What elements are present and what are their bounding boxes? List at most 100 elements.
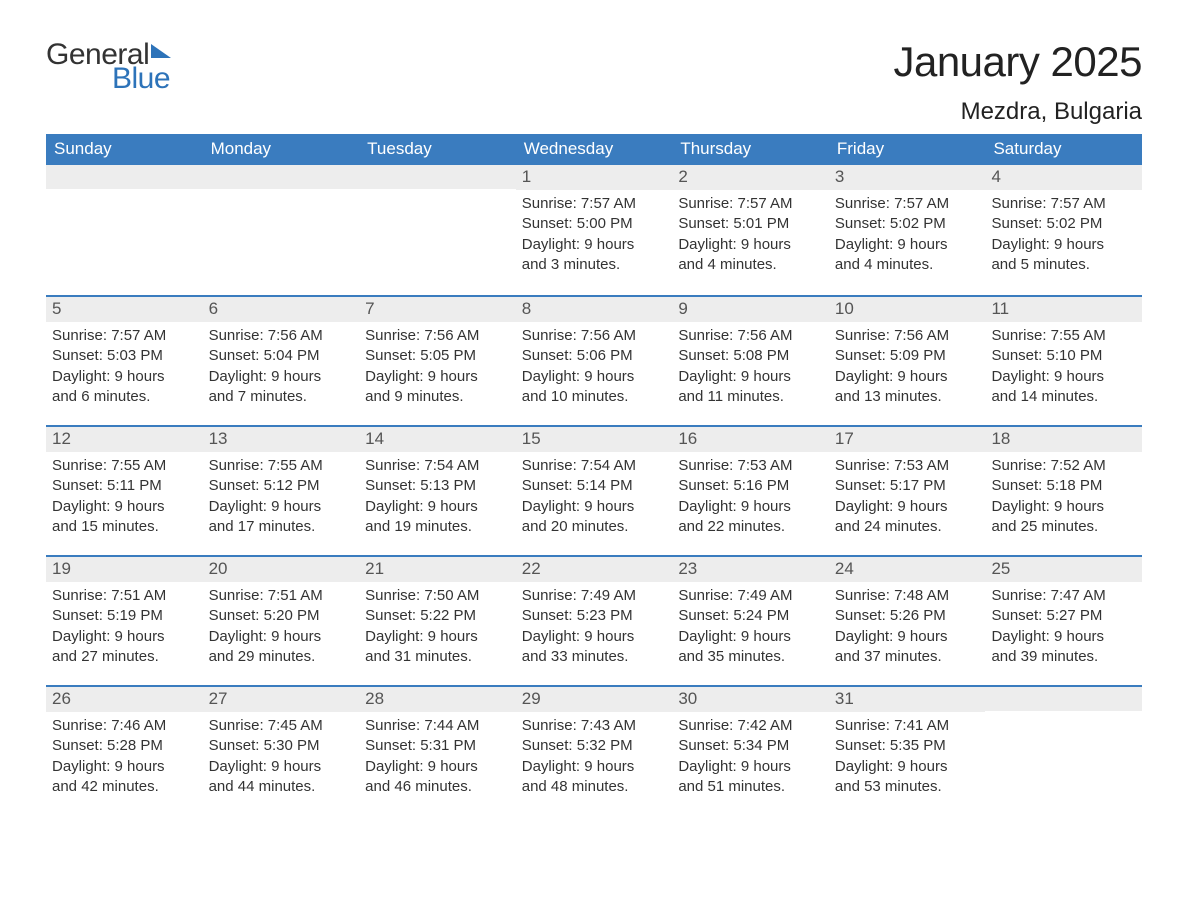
daylight1-line: Daylight: 9 hours	[991, 627, 1136, 647]
sunrise-line: Sunrise: 7:56 AM	[678, 326, 823, 346]
daylight2-line: and 48 minutes.	[522, 777, 667, 797]
logo-text-blue: Blue	[112, 62, 171, 96]
day-cell: 3Sunrise: 7:57 AMSunset: 5:02 PMDaylight…	[829, 165, 986, 295]
day-cell: 4Sunrise: 7:57 AMSunset: 5:02 PMDaylight…	[985, 165, 1142, 295]
sunset-line: Sunset: 5:26 PM	[835, 606, 980, 626]
sunset-line: Sunset: 5:11 PM	[52, 476, 197, 496]
daylight2-line: and 51 minutes.	[678, 777, 823, 797]
week-row: 12Sunrise: 7:55 AMSunset: 5:11 PMDayligh…	[46, 425, 1142, 555]
daylight1-line: Daylight: 9 hours	[209, 627, 354, 647]
sunset-line: Sunset: 5:17 PM	[835, 476, 980, 496]
weekday-header: Wednesday	[516, 134, 673, 165]
sunset-line: Sunset: 5:08 PM	[678, 346, 823, 366]
sunrise-line: Sunrise: 7:52 AM	[991, 456, 1136, 476]
daylight2-line: and 27 minutes.	[52, 647, 197, 667]
day-cell	[46, 165, 203, 295]
sunset-line: Sunset: 5:27 PM	[991, 606, 1136, 626]
day-body: Sunrise: 7:56 AMSunset: 5:04 PMDaylight:…	[203, 322, 360, 417]
day-number: 14	[359, 427, 516, 452]
weekday-header-row: Sunday Monday Tuesday Wednesday Thursday…	[46, 134, 1142, 165]
day-cell: 27Sunrise: 7:45 AMSunset: 5:30 PMDayligh…	[203, 687, 360, 815]
day-body: Sunrise: 7:44 AMSunset: 5:31 PMDaylight:…	[359, 712, 516, 807]
day-body: Sunrise: 7:46 AMSunset: 5:28 PMDaylight:…	[46, 712, 203, 807]
sunset-line: Sunset: 5:05 PM	[365, 346, 510, 366]
day-body: Sunrise: 7:54 AMSunset: 5:14 PMDaylight:…	[516, 452, 673, 547]
daylight2-line: and 22 minutes.	[678, 517, 823, 537]
daylight2-line: and 19 minutes.	[365, 517, 510, 537]
daylight2-line: and 4 minutes.	[835, 255, 980, 275]
day-cell: 28Sunrise: 7:44 AMSunset: 5:31 PMDayligh…	[359, 687, 516, 815]
day-body: Sunrise: 7:51 AMSunset: 5:20 PMDaylight:…	[203, 582, 360, 677]
sunrise-line: Sunrise: 7:57 AM	[52, 326, 197, 346]
day-cell	[203, 165, 360, 295]
daylight1-line: Daylight: 9 hours	[991, 497, 1136, 517]
daylight1-line: Daylight: 9 hours	[522, 497, 667, 517]
day-cell: 1Sunrise: 7:57 AMSunset: 5:00 PMDaylight…	[516, 165, 673, 295]
sunset-line: Sunset: 5:02 PM	[991, 214, 1136, 234]
sunrise-line: Sunrise: 7:55 AM	[209, 456, 354, 476]
sunset-line: Sunset: 5:04 PM	[209, 346, 354, 366]
daylight1-line: Daylight: 9 hours	[52, 497, 197, 517]
location-label: Mezdra, Bulgaria	[893, 98, 1142, 126]
sunset-line: Sunset: 5:18 PM	[991, 476, 1136, 496]
daylight1-line: Daylight: 9 hours	[522, 627, 667, 647]
day-body: Sunrise: 7:57 AMSunset: 5:01 PMDaylight:…	[672, 190, 829, 285]
daylight1-line: Daylight: 9 hours	[991, 235, 1136, 255]
day-number: 17	[829, 427, 986, 452]
day-number: 4	[985, 165, 1142, 190]
day-cell: 18Sunrise: 7:52 AMSunset: 5:18 PMDayligh…	[985, 427, 1142, 555]
daylight1-line: Daylight: 9 hours	[678, 757, 823, 777]
daylight2-line: and 46 minutes.	[365, 777, 510, 797]
day-number: 30	[672, 687, 829, 712]
daylight2-line: and 25 minutes.	[991, 517, 1136, 537]
sunset-line: Sunset: 5:09 PM	[835, 346, 980, 366]
day-body: Sunrise: 7:55 AMSunset: 5:12 PMDaylight:…	[203, 452, 360, 547]
daylight1-line: Daylight: 9 hours	[678, 367, 823, 387]
day-body: Sunrise: 7:48 AMSunset: 5:26 PMDaylight:…	[829, 582, 986, 677]
day-cell: 2Sunrise: 7:57 AMSunset: 5:01 PMDaylight…	[672, 165, 829, 295]
title-block: January 2025 Mezdra, Bulgaria	[893, 38, 1142, 126]
day-cell: 26Sunrise: 7:46 AMSunset: 5:28 PMDayligh…	[46, 687, 203, 815]
day-cell: 10Sunrise: 7:56 AMSunset: 5:09 PMDayligh…	[829, 297, 986, 425]
page-header: General Blue January 2025 Mezdra, Bulgar…	[46, 38, 1142, 126]
daylight1-line: Daylight: 9 hours	[365, 757, 510, 777]
daylight1-line: Daylight: 9 hours	[678, 497, 823, 517]
sunset-line: Sunset: 5:31 PM	[365, 736, 510, 756]
sunrise-line: Sunrise: 7:51 AM	[209, 586, 354, 606]
day-cell: 6Sunrise: 7:56 AMSunset: 5:04 PMDaylight…	[203, 297, 360, 425]
sunrise-line: Sunrise: 7:49 AM	[678, 586, 823, 606]
day-body: Sunrise: 7:56 AMSunset: 5:08 PMDaylight:…	[672, 322, 829, 417]
day-cell	[359, 165, 516, 295]
daylight2-line: and 37 minutes.	[835, 647, 980, 667]
day-cell: 11Sunrise: 7:55 AMSunset: 5:10 PMDayligh…	[985, 297, 1142, 425]
day-number: 16	[672, 427, 829, 452]
day-number: 7	[359, 297, 516, 322]
day-body: Sunrise: 7:47 AMSunset: 5:27 PMDaylight:…	[985, 582, 1142, 677]
sunset-line: Sunset: 5:24 PM	[678, 606, 823, 626]
sunrise-line: Sunrise: 7:56 AM	[835, 326, 980, 346]
daylight1-line: Daylight: 9 hours	[209, 757, 354, 777]
daylight2-line: and 31 minutes.	[365, 647, 510, 667]
sunrise-line: Sunrise: 7:46 AM	[52, 716, 197, 736]
day-number: 21	[359, 557, 516, 582]
day-body: Sunrise: 7:57 AMSunset: 5:03 PMDaylight:…	[46, 322, 203, 417]
daylight2-line: and 4 minutes.	[678, 255, 823, 275]
daylight1-line: Daylight: 9 hours	[52, 757, 197, 777]
day-body: Sunrise: 7:55 AMSunset: 5:11 PMDaylight:…	[46, 452, 203, 547]
day-cell: 17Sunrise: 7:53 AMSunset: 5:17 PMDayligh…	[829, 427, 986, 555]
day-number: 6	[203, 297, 360, 322]
month-title: January 2025	[893, 38, 1142, 86]
day-cell: 5Sunrise: 7:57 AMSunset: 5:03 PMDaylight…	[46, 297, 203, 425]
sunrise-line: Sunrise: 7:57 AM	[835, 194, 980, 214]
sunrise-line: Sunrise: 7:56 AM	[209, 326, 354, 346]
day-cell: 30Sunrise: 7:42 AMSunset: 5:34 PMDayligh…	[672, 687, 829, 815]
sunset-line: Sunset: 5:00 PM	[522, 214, 667, 234]
week-row: 19Sunrise: 7:51 AMSunset: 5:19 PMDayligh…	[46, 555, 1142, 685]
day-cell: 7Sunrise: 7:56 AMSunset: 5:05 PMDaylight…	[359, 297, 516, 425]
day-number: 28	[359, 687, 516, 712]
sunrise-line: Sunrise: 7:56 AM	[365, 326, 510, 346]
day-body: Sunrise: 7:53 AMSunset: 5:17 PMDaylight:…	[829, 452, 986, 547]
day-body: Sunrise: 7:53 AMSunset: 5:16 PMDaylight:…	[672, 452, 829, 547]
sunrise-line: Sunrise: 7:44 AM	[365, 716, 510, 736]
sunset-line: Sunset: 5:30 PM	[209, 736, 354, 756]
